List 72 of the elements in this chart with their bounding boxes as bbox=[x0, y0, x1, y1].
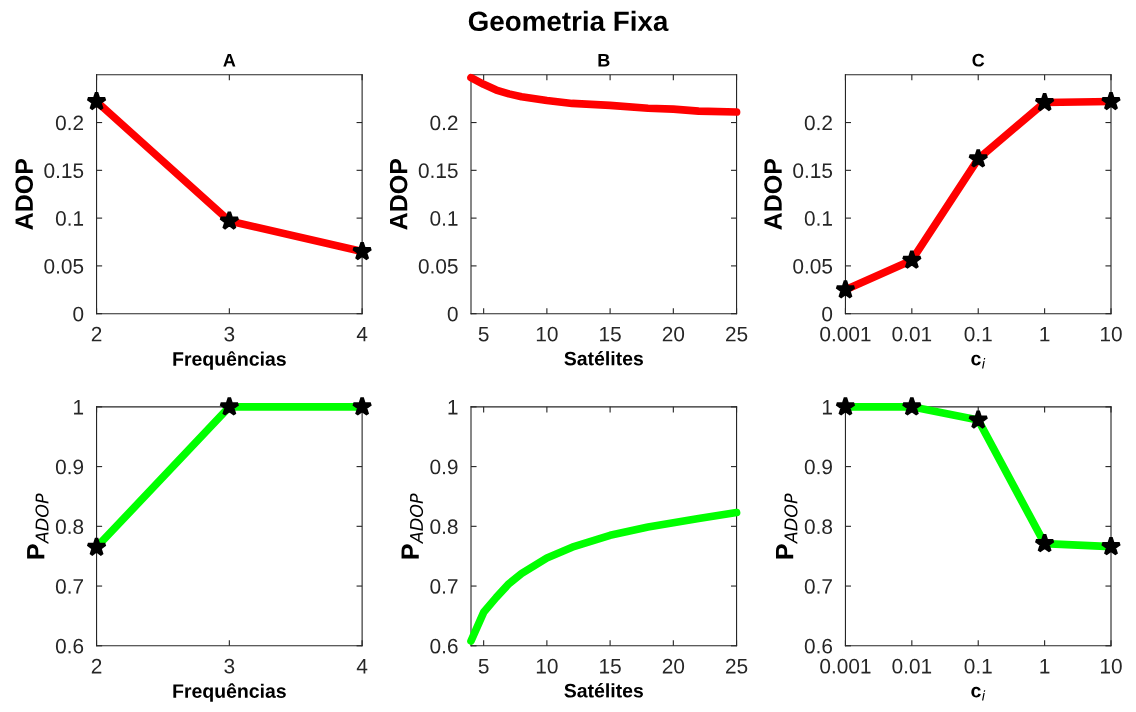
x-tick-label: 20 bbox=[662, 658, 685, 674]
x-tick-label: 20 bbox=[662, 326, 685, 342]
x-tick-label: 0.1 bbox=[964, 326, 992, 342]
x-tick-label: 10 bbox=[536, 658, 558, 674]
y-tick-label: 0.15 bbox=[418, 163, 458, 179]
chart-title: C bbox=[972, 53, 985, 67]
y-tick-label: 0.7 bbox=[55, 579, 84, 594]
x-axis-title: c$_{i}$ bbox=[971, 686, 986, 701]
x-tick-label: 25 bbox=[726, 658, 748, 674]
x-tick-label: 10 bbox=[1101, 326, 1122, 342]
x-tick-label: 2 bbox=[91, 326, 102, 342]
y-tick-label: 0 bbox=[447, 306, 458, 322]
y-tick-label: 0.6 bbox=[55, 638, 84, 654]
y-tick-label: 0.8 bbox=[430, 519, 458, 535]
x-tick-label: 1 bbox=[1040, 326, 1050, 342]
y-tick-label: 0.15 bbox=[793, 163, 833, 179]
x-tick-label: 15 bbox=[600, 326, 621, 342]
y-tick-label: 0.05 bbox=[418, 258, 458, 274]
x-tick-label: 3 bbox=[224, 326, 235, 342]
y-tick-label: 1 bbox=[822, 400, 832, 415]
y-tick-label: 0.05 bbox=[793, 258, 833, 274]
x-axis-title: Satélites bbox=[564, 350, 643, 366]
y-axis-title: P$_{ADOP}$ bbox=[775, 493, 798, 559]
x-tick-label: 0.001 bbox=[820, 658, 871, 674]
y-tick-label: 0.9 bbox=[430, 459, 458, 475]
x-axis-title: Frequências bbox=[173, 683, 286, 702]
x-tick-label: 2 bbox=[91, 658, 102, 674]
y-axis-title: ADOP bbox=[389, 158, 408, 230]
y-tick-label: 0.9 bbox=[804, 459, 832, 475]
text: Geometria Fixa bbox=[468, 10, 669, 32]
x-tick-label: 0.01 bbox=[892, 658, 932, 674]
x-tick-label: 15 bbox=[600, 659, 621, 674]
x-tick-label: 5 bbox=[478, 659, 489, 674]
y-tick-label: 0.1 bbox=[430, 211, 458, 226]
y-tick-label: 0 bbox=[73, 306, 84, 322]
y-axis-title: P$_{ADOP}$ bbox=[401, 493, 424, 559]
x-tick-label: 0.1 bbox=[964, 658, 992, 674]
x-tick-label: 25 bbox=[726, 326, 748, 342]
y-tick-label: 0.2 bbox=[430, 115, 458, 131]
chart-title: A bbox=[223, 54, 236, 67]
x-axis-title: c$_{i}$ bbox=[971, 354, 986, 369]
y-tick-label: 0.6 bbox=[430, 638, 458, 654]
x-tick-label: 5 bbox=[478, 326, 489, 342]
x-axis-title: Satélites bbox=[564, 683, 643, 698]
chart-title: B bbox=[598, 54, 610, 67]
y-tick-label: 1 bbox=[74, 400, 84, 415]
y-axis-title: ADOP bbox=[15, 158, 34, 230]
y-tick-label: 0.8 bbox=[804, 519, 833, 535]
x-axis-title: Frequências bbox=[173, 351, 286, 370]
y-tick-label: 0.1 bbox=[55, 211, 84, 226]
x-tick-label: 4 bbox=[356, 326, 368, 342]
x-tick-label: 0.001 bbox=[820, 326, 871, 342]
x-tick-label: 4 bbox=[356, 659, 368, 674]
x-tick-label: 0.01 bbox=[892, 326, 932, 342]
y-axis-title: ADOP bbox=[764, 158, 782, 230]
y-axis-title: P$_{ADOP}$ bbox=[27, 493, 49, 559]
y-tick-label: 0.7 bbox=[430, 579, 458, 594]
y-tick-label: 1 bbox=[448, 400, 458, 415]
y-tick-label: 0.2 bbox=[804, 115, 832, 131]
x-tick-label: 1 bbox=[1040, 659, 1050, 674]
y-tick-label: 0.05 bbox=[44, 258, 84, 274]
y-tick-label: 0.1 bbox=[804, 211, 832, 226]
y-tick-label: 0.7 bbox=[804, 579, 832, 594]
y-tick-label: 0.9 bbox=[55, 459, 84, 475]
x-tick-label: 10 bbox=[1101, 658, 1122, 674]
y-tick-label: 0.2 bbox=[55, 115, 84, 131]
y-tick-label: 0.6 bbox=[804, 638, 833, 654]
x-tick-label: 3 bbox=[224, 658, 235, 674]
y-tick-label: 0.15 bbox=[44, 163, 84, 179]
y-tick-label: 0 bbox=[822, 306, 833, 322]
y-tick-label: 0.8 bbox=[55, 519, 84, 535]
x-tick-label: 10 bbox=[536, 326, 558, 342]
